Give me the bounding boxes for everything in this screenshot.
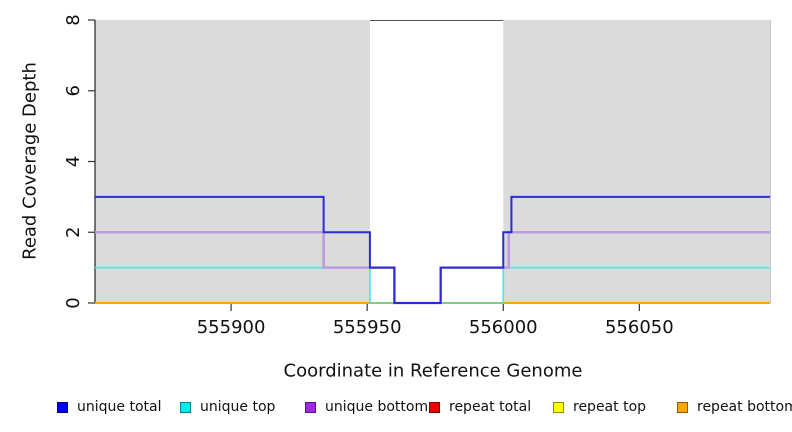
legend-label: repeat total: [449, 399, 532, 415]
legend-swatch: [180, 401, 191, 413]
x-tick-label: 556000: [469, 317, 538, 338]
legend-label: unique top: [200, 399, 276, 415]
legend-label: unique bottom: [325, 399, 429, 415]
y-tick-label: 2: [63, 227, 84, 238]
x-tick-label: 555900: [197, 317, 266, 338]
legend-item-repeat-top: repeat top: [553, 396, 646, 418]
series-line-unique-total: [95, 195, 770, 304]
legend-item-repeat-bottom: repeat bottom: [677, 396, 792, 418]
legend-swatch: [57, 401, 68, 413]
legend-label: repeat bottom: [697, 399, 792, 415]
legend-label: unique total: [77, 399, 162, 415]
x-tick-label: 556050: [605, 317, 674, 338]
y-tick-label: 4: [63, 156, 84, 167]
x-tick-label: 555950: [333, 317, 402, 338]
legend: unique total unique top unique bottom repea…: [0, 396, 792, 424]
legend-swatch: [553, 401, 564, 413]
legend-swatch: [677, 401, 688, 413]
coverage-plot: 0 2 4 6 8 555900 555950 556000 556050: [63, 14, 771, 338]
legend-item-unique-bottom: unique bottom: [305, 396, 428, 418]
legend-item-unique-top: unique top: [180, 396, 275, 418]
y-tick-label: 0: [63, 297, 84, 308]
legend-swatch: [305, 401, 316, 413]
x-axis-title: Coordinate in Reference Genome: [283, 360, 583, 382]
y-tick-label: 6: [63, 85, 84, 96]
shaded-region: [95, 20, 370, 303]
legend-item-repeat-total: repeat total: [429, 396, 531, 418]
y-tick-label: 8: [63, 14, 84, 25]
y-axis-title: Read Coverage Depth: [19, 62, 41, 260]
shaded-region: [503, 20, 770, 303]
legend-item-unique-total: unique total: [57, 396, 161, 418]
legend-swatch: [429, 401, 440, 413]
legend-label: repeat top: [573, 399, 647, 415]
